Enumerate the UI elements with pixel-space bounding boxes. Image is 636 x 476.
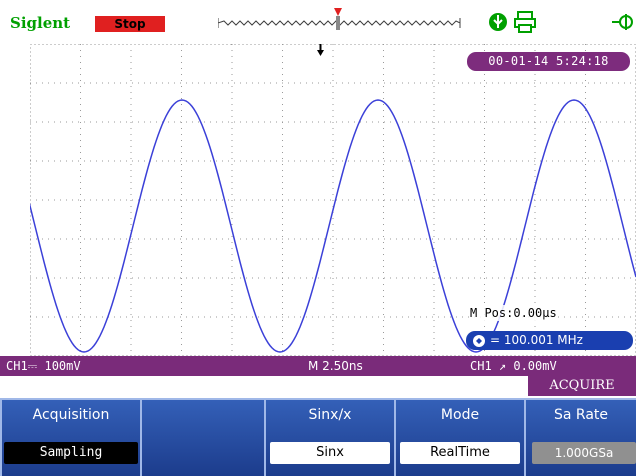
menu-title: ACQUIRE xyxy=(528,376,636,396)
softkey-label: Sa Rate xyxy=(553,407,609,423)
trigger-level[interactable]: CH1 ↗ 0.00mV xyxy=(470,359,557,373)
top-bar: Siglent Stop xyxy=(0,0,636,44)
frequency-counter: = 100.001 MHz xyxy=(466,331,633,350)
softkey-sinx[interactable]: Sinx/x Sinx xyxy=(264,398,394,476)
frequency-value: = 100.001 MHz xyxy=(490,333,583,347)
memory-position-indicator xyxy=(218,8,461,30)
softkey-value: Sinx xyxy=(270,442,390,464)
timebase[interactable]: M 2.50ns xyxy=(308,359,363,373)
softkey-value: RealTime xyxy=(400,442,520,464)
softkey-menu: ACQUIRE Acquisition Sampling Sinx/x Sinx… xyxy=(0,376,636,476)
status-bar: CH1⎓ 100mV M 2.50ns CH1 ↗ 0.00mV xyxy=(0,356,636,376)
softkey-value: 1.000GSa xyxy=(532,442,636,464)
trigger-slope-icon xyxy=(612,14,633,30)
brand-logo: Siglent xyxy=(10,14,71,32)
softkey-empty[interactable] xyxy=(140,398,264,476)
softkey-label: Mode xyxy=(440,407,480,423)
run-status-badge[interactable]: Stop xyxy=(95,16,165,32)
softkey-label: Acquisition xyxy=(32,407,110,423)
softkey-value: Sampling xyxy=(4,442,138,464)
softkey-mode[interactable]: Mode RealTime xyxy=(394,398,524,476)
softkey-label: Sinx/x xyxy=(308,407,352,423)
ch1-waveform xyxy=(30,99,636,353)
memory-position-label: M Pos:0.00µs xyxy=(470,305,557,321)
softkey-acquisition[interactable]: Acquisition Sampling xyxy=(0,398,140,476)
counter-icon xyxy=(473,334,485,347)
datetime-display: 00-01-14 5:24:18 xyxy=(467,52,630,71)
usb-icon xyxy=(489,13,507,31)
timeline-marker-icon xyxy=(334,8,342,16)
printer-icon xyxy=(514,11,536,33)
softkey-sa-rate[interactable]: Sa Rate 1.000GSa xyxy=(524,398,636,476)
trigger-position-marker-icon xyxy=(317,50,324,56)
ch1-scale[interactable]: CH1⎓ 100mV xyxy=(6,359,81,373)
